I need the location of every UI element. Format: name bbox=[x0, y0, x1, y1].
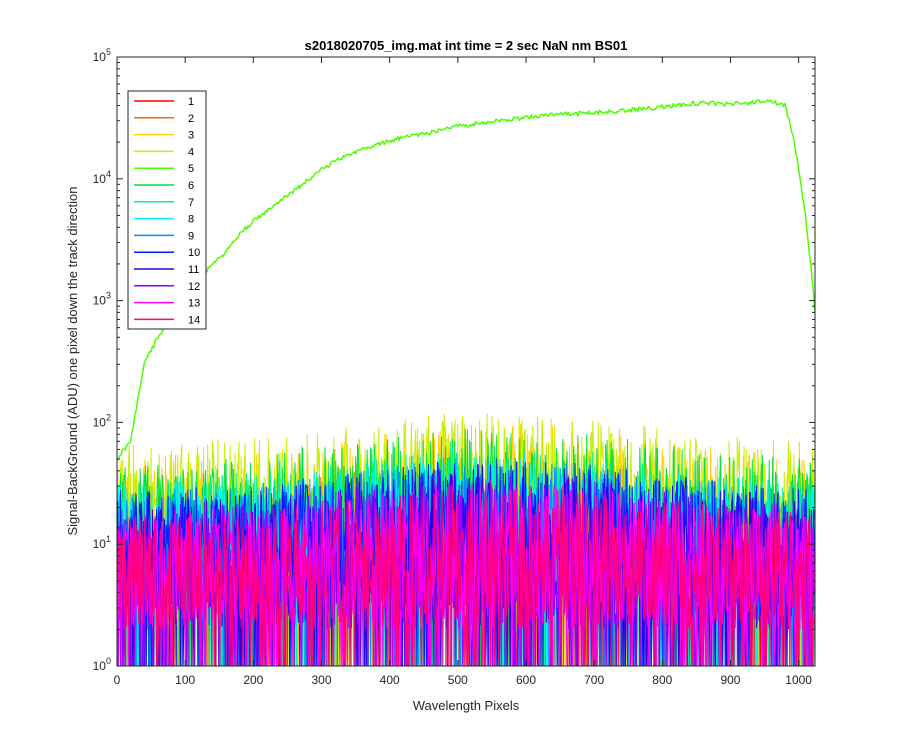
legend-label-8: 8 bbox=[188, 214, 194, 226]
legend-label-1: 1 bbox=[188, 96, 194, 108]
x-tick-label: 600 bbox=[516, 673, 536, 687]
legend-label-11: 11 bbox=[188, 264, 199, 276]
axes-box bbox=[116, 56, 816, 667]
series-layer bbox=[117, 99, 815, 666]
chart-title: s2018020705_img.mat int time = 2 sec NaN… bbox=[305, 38, 628, 53]
x-tick-label: 200 bbox=[243, 673, 263, 687]
legend-label-3: 3 bbox=[188, 130, 194, 142]
x-tick-label: 1000 bbox=[785, 673, 812, 687]
y-tick-label: 102 bbox=[93, 412, 111, 429]
legend-label-13: 13 bbox=[188, 298, 200, 310]
legend-label-9: 9 bbox=[188, 230, 194, 242]
legend-label-4: 4 bbox=[188, 146, 194, 158]
x-tick-label: 300 bbox=[311, 673, 331, 687]
y-tick-label: 104 bbox=[93, 169, 111, 186]
series-line-14 bbox=[117, 483, 815, 666]
legend-label-2: 2 bbox=[188, 113, 194, 125]
legend-label-6: 6 bbox=[188, 180, 194, 192]
x-tick-label: 100 bbox=[175, 673, 195, 687]
y-tick-label: 105 bbox=[93, 47, 111, 64]
y-tick-label: 103 bbox=[93, 291, 111, 308]
x-axis-label: Wavelength Pixels bbox=[413, 698, 520, 713]
series-line-5 bbox=[117, 99, 815, 461]
x-tick-label: 0 bbox=[114, 673, 121, 687]
y-tick-label: 100 bbox=[93, 656, 111, 673]
legend-label-14: 14 bbox=[188, 314, 200, 326]
legend-label-12: 12 bbox=[188, 281, 200, 293]
x-tick-label: 400 bbox=[380, 673, 400, 687]
x-axis: 0 100 200 300 400 500 600 700 800 900 1000 bbox=[114, 57, 812, 687]
x-tick-label: 800 bbox=[652, 673, 672, 687]
legend-label-5: 5 bbox=[188, 163, 194, 175]
legend-box bbox=[127, 90, 207, 330]
y-axis-label: Signal-BackGround (ADU) one pixel down t… bbox=[65, 186, 80, 535]
x-tick-label: 900 bbox=[720, 673, 740, 687]
y-tick-label: 101 bbox=[93, 534, 111, 551]
x-tick-label: 700 bbox=[584, 673, 604, 687]
legend-label-10: 10 bbox=[188, 247, 200, 259]
legend-label-7: 7 bbox=[188, 197, 194, 209]
x-tick-label: 500 bbox=[448, 673, 468, 687]
